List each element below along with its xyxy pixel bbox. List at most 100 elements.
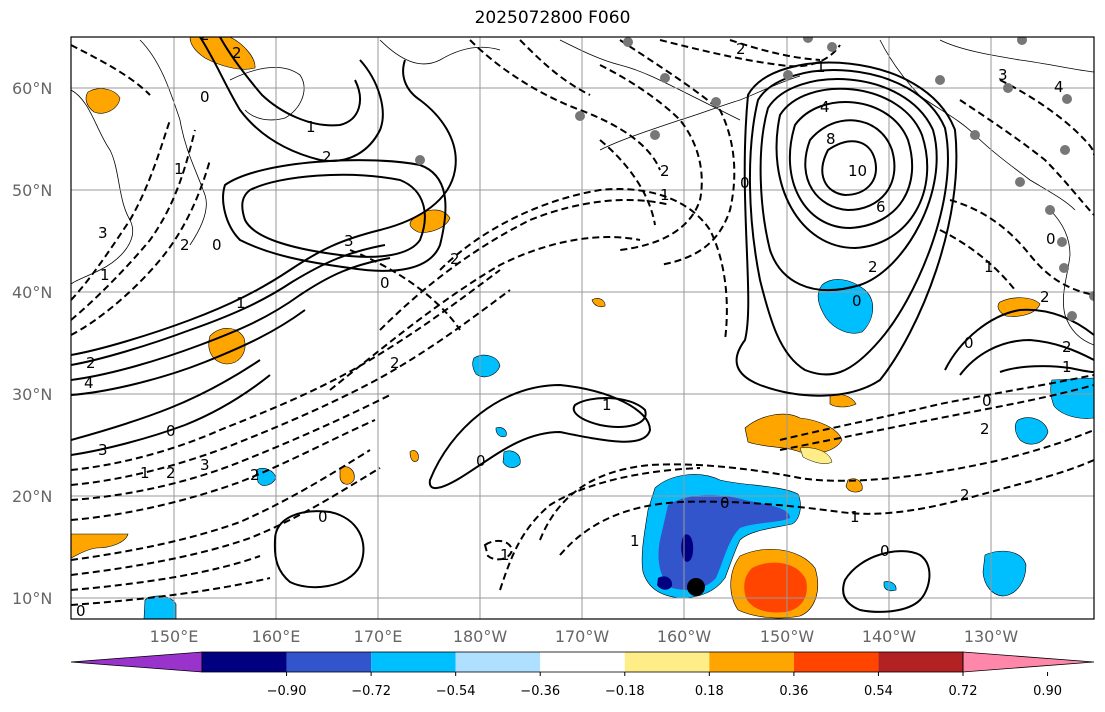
lat-label: 30°N [12, 385, 52, 404]
colorbar-segment [371, 652, 456, 672]
contour-label: 2 [166, 464, 176, 482]
contour-label: 1 [660, 186, 670, 204]
contour-label: 2 [200, 26, 210, 44]
contour-label: 2 [232, 44, 242, 62]
dashed-contours [71, 39, 1094, 606]
lat-label: 10°N [12, 589, 52, 608]
contour-label: 0 [964, 334, 974, 352]
contour-label: 1 [500, 546, 510, 564]
lon-label: 130°W [964, 627, 1019, 646]
contour-label: 2 [980, 420, 990, 438]
contour-label: 1 [816, 58, 826, 76]
contour-label: 2 [180, 236, 190, 254]
shade-mid-blue [658, 494, 790, 590]
colorbar-tick-label: 0.90 [1033, 684, 1062, 699]
contour-label: 3 [344, 232, 354, 250]
lon-label: 150°W [760, 627, 815, 646]
contour-label: 2 [390, 354, 400, 372]
colorbar-extend-low [70, 651, 203, 673]
colorbar-frame [201, 651, 964, 673]
shade-orange-mid [744, 413, 843, 454]
shade-orange-s5 [409, 450, 419, 462]
station-dots [415, 37, 1094, 321]
contour-label: 0 [212, 236, 222, 254]
colorbar-extend-high [962, 651, 1095, 673]
lat-label: 60°N [12, 79, 52, 98]
contour-label: 1 [984, 258, 994, 276]
shade-navy [681, 534, 694, 562]
contour-label: 3 [98, 224, 108, 242]
lon-label: 170°W [555, 627, 610, 646]
colorbar-tick-label: 0.36 [779, 684, 808, 699]
colorbar-tick-label: 0.72 [949, 684, 978, 699]
contour-label: 3 [998, 66, 1008, 84]
contour-label: 2 [868, 258, 878, 276]
contour-label: 1 [1062, 358, 1072, 376]
contour-label: 0 [852, 292, 862, 310]
map-title: 2025072800 F060 [474, 8, 631, 28]
contour-label: 4 [1054, 78, 1064, 96]
lat-label: 20°N [12, 487, 52, 506]
longitude-labels: 150°E 160°E 170°E 180°W 170°W 160°W 150°… [150, 627, 1019, 646]
contour-label: 2 [86, 354, 96, 372]
lon-label: 160°E [252, 627, 301, 646]
contour-label: 10 [848, 162, 867, 180]
lat-label: 50°N [12, 181, 52, 200]
shade-blue-s [883, 581, 897, 592]
contour-label: 0 [166, 422, 176, 440]
colorbar: −0.90 −0.72 −0.54 −0.36 −0.18 0.18 0.36 0.54 0.7… [70, 651, 1095, 699]
contour-label: 0 [476, 452, 486, 470]
contour-label: 0 [200, 88, 210, 106]
shade-orange-s2 [845, 478, 863, 493]
colorbar-tick-label: −0.36 [520, 684, 560, 699]
lon-label: 160°W [657, 627, 712, 646]
contour-labels: 10 8 4 6 2 0 3 2 1 2 0 0 1 0 0 2 1 2 4 3… [76, 26, 1072, 619]
shade-blue-c2 [502, 450, 521, 468]
shade-orange-s1 [339, 466, 355, 485]
colorbar-segment [455, 652, 541, 672]
colorbar-tick-label: −0.90 [267, 684, 307, 699]
lon-label: 170°E [354, 627, 403, 646]
contour-label: 8 [826, 130, 836, 148]
contour-label: 1 [174, 160, 184, 178]
colorbar-tick-label: −0.54 [436, 684, 476, 699]
colorbar-segment [202, 652, 287, 672]
contour-label: 2 [322, 148, 332, 166]
lon-label: 180°W [453, 627, 508, 646]
contour-label: 1 [850, 508, 860, 526]
lat-label: 40°N [12, 283, 52, 302]
colorbar-segment [624, 652, 710, 672]
shade-blue-c3 [495, 427, 507, 438]
colorbar-tick-label: 0.54 [864, 684, 893, 699]
contour-label: 0 [982, 392, 992, 410]
solid-contours [71, 37, 1094, 613]
colorbar-segment [793, 652, 879, 672]
contour-label: 0 [318, 508, 328, 526]
shade-blue-sw [143, 595, 177, 619]
contour-label: 1 [140, 464, 150, 482]
contour-label: 0 [380, 274, 390, 292]
contour-label: 2 [450, 250, 460, 268]
shade-orange-sw [71, 533, 129, 559]
colorbar-segment [286, 652, 372, 672]
contour-label: 1 [236, 294, 246, 312]
lon-label: 150°E [150, 627, 199, 646]
shade-red-se [744, 562, 807, 613]
contour-label: 1 [602, 396, 612, 414]
shade-orange-nw2 [85, 88, 121, 114]
map-frame [70, 36, 1095, 620]
contour-label: 2 [736, 40, 746, 58]
contour-label: 2 [250, 466, 260, 484]
colorbar-tick-label: 0.18 [695, 684, 724, 699]
contour-label: 0 [1046, 230, 1056, 248]
shade-blue-se [982, 550, 1027, 597]
colorbar-tick-label: −0.18 [605, 684, 645, 699]
contour-label: 3 [98, 441, 108, 459]
colorbar-segment [709, 652, 794, 672]
contour-label: 0 [880, 542, 890, 560]
storm-center-marker [687, 578, 705, 596]
contour-label: 2 [660, 162, 670, 180]
shade-navy-2 [657, 576, 673, 590]
contour-label: 0 [720, 494, 730, 512]
contour-label: 4 [820, 98, 830, 116]
